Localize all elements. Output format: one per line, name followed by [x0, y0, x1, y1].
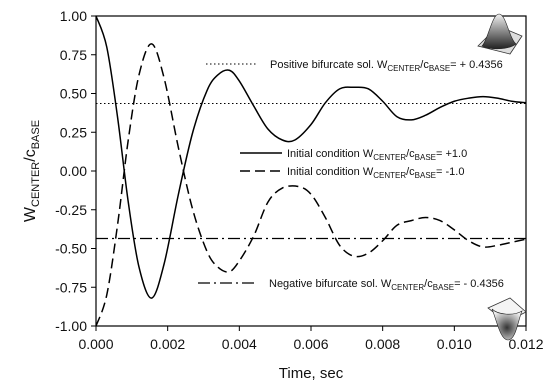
- pos-sub1: CENTER: [387, 64, 420, 73]
- pos-post: = + 0.4356: [450, 59, 503, 71]
- pos-sub2: BASE: [429, 64, 450, 73]
- x-tick-label: 0.008: [365, 336, 400, 352]
- y-tick-label: 0.00: [60, 163, 87, 179]
- series-dashed-negative-ic: [96, 43, 526, 326]
- y-axis-label-main: W: [22, 206, 39, 222]
- y-axis-label-sub2: BASE: [30, 120, 42, 149]
- legend-plus-mid: /c: [406, 148, 415, 160]
- y-tick-labels: 1.00 0.75 0.50 0.25 0.00 -0.25 -0.50 -0.75 -1.00: [55, 8, 87, 334]
- y-tick-label: -0.75: [55, 279, 87, 295]
- x-tick-label: 0.012: [508, 336, 543, 352]
- x-tick-label: 0.004: [222, 336, 257, 352]
- positive-bifurcate-label: Positive bifurcate sol. WCENTER/cBASE= +…: [270, 59, 503, 73]
- y-axis-label: WCENTER/cBASE: [22, 120, 42, 222]
- neg-sub2: BASE: [433, 283, 454, 292]
- legend-minus-pre: Initial condition W: [287, 166, 374, 178]
- neg-post: = - 0.4356: [454, 278, 504, 290]
- y-tick-label: 1.00: [60, 8, 87, 24]
- x-tick-label: 0.006: [293, 336, 328, 352]
- legend-minus-mid: /c: [406, 166, 415, 178]
- legend-minus-post: = -1.0: [436, 166, 464, 178]
- legend-plus-pre: Initial condition W: [287, 148, 374, 160]
- legend-plus-sub1: CENTER: [373, 153, 406, 162]
- pos-pre: Positive bifurcate sol. W: [270, 59, 388, 71]
- y-tick-label: 0.25: [60, 124, 87, 140]
- legend-plus-label: Initial condition WCENTER/cBASE= +1.0: [287, 148, 467, 162]
- dome-shape-icon: [477, 13, 523, 55]
- x-tick-label: 0.000: [78, 336, 113, 352]
- axis-ticks: [91, 15, 527, 331]
- y-axis-label-sub1: CENTER: [30, 162, 42, 207]
- legend-minus-sub1: CENTER: [373, 171, 406, 180]
- neg-sub1: CENTER: [391, 283, 424, 292]
- y-tick-label: -0.50: [55, 241, 87, 257]
- x-axis-label: Time, sec: [279, 365, 344, 382]
- neg-mid: /c: [424, 278, 433, 290]
- negative-bifurcate-label: Negative bifurcate sol. WCENTER/cBASE= -…: [269, 278, 504, 292]
- y-tick-label: 0.50: [60, 86, 87, 102]
- x-tick-label: 0.010: [437, 336, 472, 352]
- y-tick-label: -0.25: [55, 202, 87, 218]
- x-tick-label: 0.002: [150, 336, 185, 352]
- y-tick-label: -1.00: [55, 318, 87, 334]
- y-tick-label: 0.75: [60, 47, 87, 63]
- bowl-shape-icon: [487, 297, 527, 341]
- neg-pre: Negative bifurcate sol. W: [269, 278, 392, 290]
- legend-minus-sub2: BASE: [415, 171, 436, 180]
- legend-minus-label: Initial condition WCENTER/cBASE= -1.0: [287, 166, 464, 180]
- pos-mid: /c: [420, 59, 429, 71]
- legend-plus-post: = +1.0: [436, 148, 467, 160]
- series-group: [96, 16, 526, 326]
- x-tick-labels: 0.000 0.002 0.004 0.006 0.008 0.010 0.012: [78, 336, 543, 352]
- legend-plus-sub2: BASE: [415, 153, 436, 162]
- y-axis-label-mid: /c: [22, 149, 39, 161]
